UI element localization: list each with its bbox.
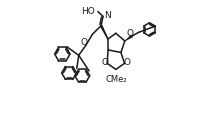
Text: HO: HO <box>82 7 95 15</box>
Polygon shape <box>125 35 132 41</box>
Text: N: N <box>104 11 111 20</box>
Text: O: O <box>101 58 108 67</box>
Text: O: O <box>123 58 130 67</box>
Text: O: O <box>81 38 88 47</box>
Text: CMe₂: CMe₂ <box>105 75 127 84</box>
Text: O: O <box>127 29 134 38</box>
Polygon shape <box>100 25 108 39</box>
